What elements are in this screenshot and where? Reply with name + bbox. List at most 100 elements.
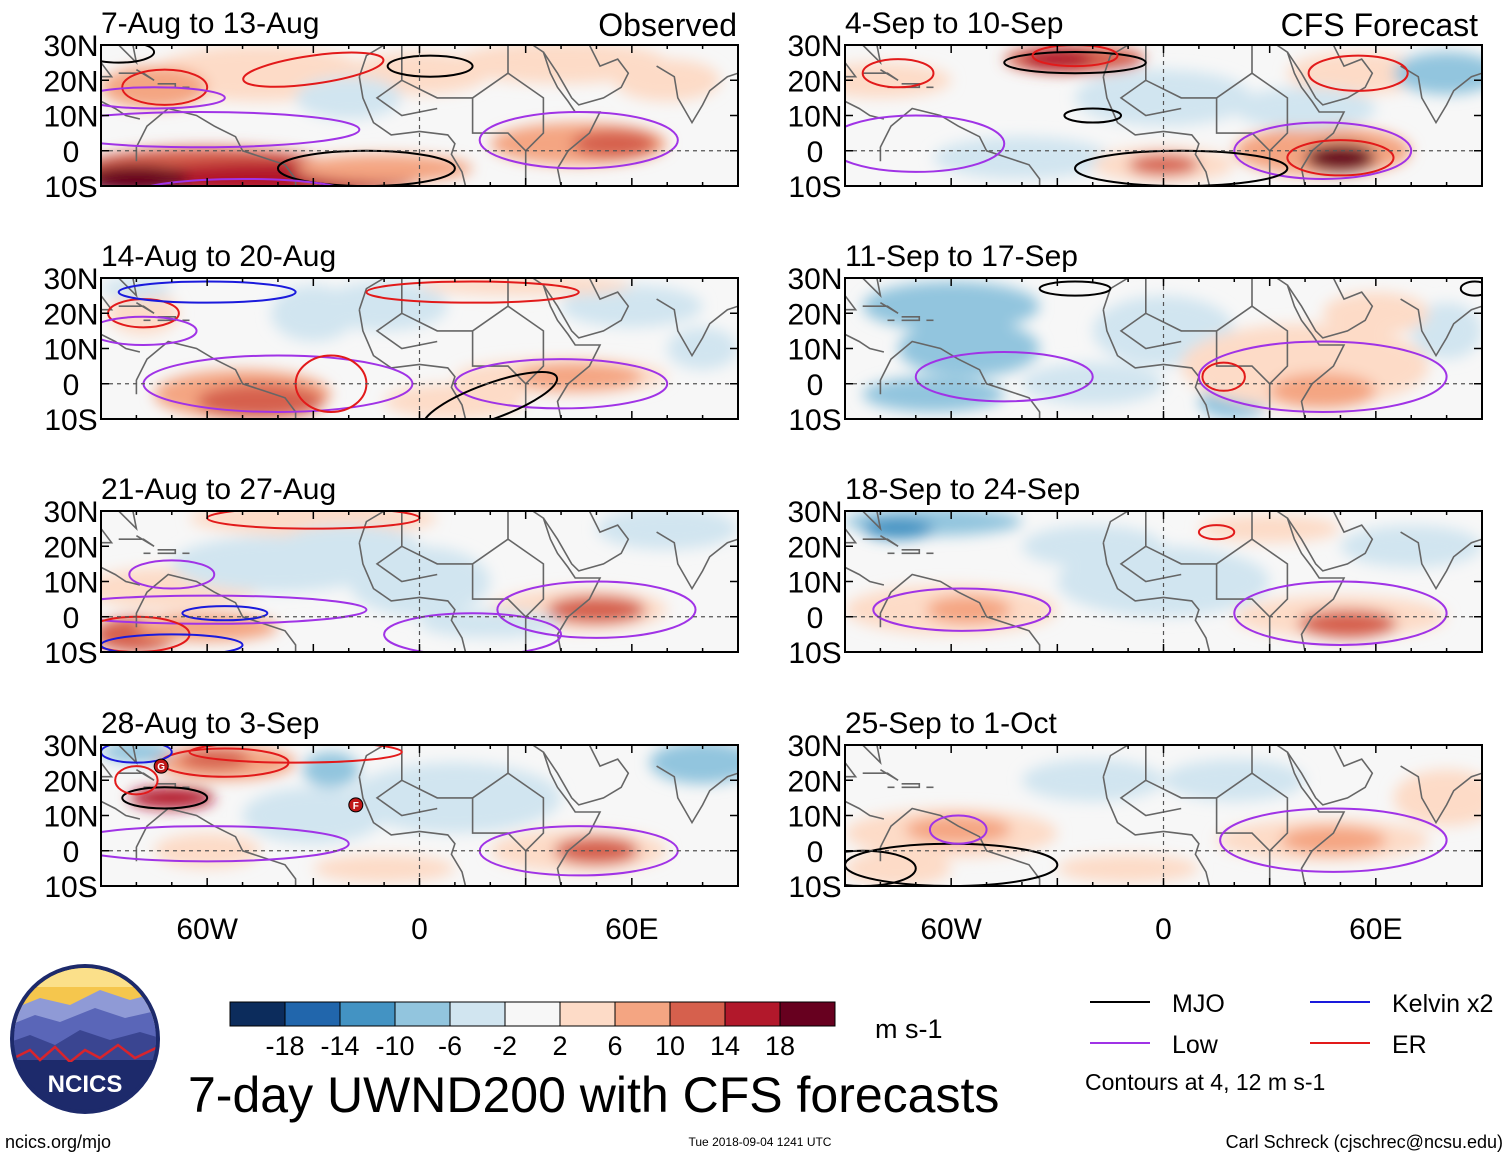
panel-title: 18-Sep to 24-Sep <box>845 473 1080 506</box>
coastline <box>454 45 456 46</box>
coastline <box>101 566 141 586</box>
colorbar-label: -18 <box>265 1031 304 1061</box>
wave-contour <box>1197 340 1448 413</box>
lat-tick-label: 0 <box>63 836 80 869</box>
wave-contour <box>121 786 209 810</box>
coastline <box>358 278 385 310</box>
wave-contour <box>1031 45 1119 68</box>
coastline <box>1102 745 1129 777</box>
coastline <box>1102 776 1211 886</box>
coastline <box>1319 418 1321 419</box>
lat-tick-label: 10N <box>787 567 842 600</box>
lat-tick-label: 10S <box>44 171 97 204</box>
anomaly-blob <box>905 815 1012 844</box>
anomaly-blob <box>1287 52 1429 95</box>
wave-contour <box>114 765 159 796</box>
anomaly-blob <box>108 292 179 335</box>
colorbar-swatch <box>449 1001 506 1027</box>
coastline <box>118 69 155 81</box>
anomaly-blob <box>1269 373 1376 409</box>
colorbar-label: 10 <box>655 1031 685 1061</box>
lat-tick-label: 30N <box>787 496 842 529</box>
wave-contour <box>121 68 209 106</box>
coastline <box>454 511 456 512</box>
coastline <box>358 542 467 652</box>
coastline <box>1251 772 1289 852</box>
anomaly-blob <box>129 787 215 809</box>
wave-contour <box>496 580 697 639</box>
coastline <box>135 807 297 886</box>
coastline <box>1400 531 1482 591</box>
coastlines <box>845 45 1482 186</box>
anomaly-blob <box>295 154 473 183</box>
coastline <box>135 573 297 652</box>
svg-text:G: G <box>157 762 165 773</box>
observed-header: Observed <box>598 7 737 43</box>
coastline <box>358 745 385 777</box>
wave-contour <box>242 51 385 88</box>
lat-tick-label: 0 <box>63 369 80 402</box>
panel-title: 14-Aug to 20-Aug <box>101 240 336 273</box>
coastline <box>542 511 630 572</box>
anomaly-blob <box>862 518 934 540</box>
legend: MJO Kelvin x2 Low ER Contours at 4, 12 m… <box>1085 990 1493 1095</box>
coastline <box>656 765 738 825</box>
storm-marker: G <box>153 758 169 774</box>
coastline <box>862 302 899 314</box>
wave-contour <box>386 54 474 78</box>
wave-contour <box>914 351 1094 403</box>
coastline <box>1276 511 1346 652</box>
coastline <box>1251 72 1289 152</box>
panel-title: 7-Aug to 13-Aug <box>101 7 319 40</box>
anomaly-blob <box>1393 52 1482 95</box>
coastlines <box>845 745 1482 886</box>
anomaly-blob <box>1297 609 1398 638</box>
anomaly-blob <box>1198 514 1341 543</box>
lat-tick-label: 10S <box>44 637 97 670</box>
lon-tick-label: 60W <box>920 913 982 946</box>
anomaly-blob <box>1322 292 1429 335</box>
lon-tick-label: 60W <box>176 913 238 946</box>
wave-contour <box>845 114 1006 173</box>
colorbar-swatch <box>504 1001 561 1027</box>
anomaly-blob <box>515 362 643 391</box>
coastline <box>1102 511 1129 543</box>
wave-contour <box>1003 51 1147 75</box>
coastline <box>400 511 509 565</box>
coastline <box>1319 185 1321 186</box>
coastline <box>542 745 630 806</box>
forecast-header: CFS Forecast <box>1281 7 1478 43</box>
coastline <box>1276 45 1346 186</box>
colorbar-swatch <box>284 1001 341 1027</box>
coastline <box>532 745 602 886</box>
coastline <box>1102 309 1211 419</box>
lat-tick-label: 10N <box>43 101 98 134</box>
coastline <box>575 885 577 886</box>
colorbar-swatch <box>394 1001 451 1027</box>
coastline <box>118 769 155 781</box>
coastline <box>1198 745 1200 746</box>
lat-tick-label: 20N <box>43 765 98 798</box>
panel-title: 25-Sep to 1-Oct <box>845 707 1057 740</box>
lat-tick-label: 10S <box>788 171 841 204</box>
lon-tick-label: 0 <box>411 913 428 946</box>
wave-contour <box>928 814 988 845</box>
coastline <box>1276 745 1346 886</box>
lat-tick-label: 30N <box>787 263 842 296</box>
coastline <box>118 302 155 314</box>
wave-contour <box>861 58 935 89</box>
anomaly-blob <box>571 129 657 158</box>
lat-tick-label: 0 <box>807 369 824 402</box>
coastline <box>135 340 297 419</box>
coastlines <box>845 278 1482 419</box>
wave-contour <box>1219 807 1448 873</box>
colorbar-swatch <box>339 1001 396 1027</box>
coastline <box>575 651 577 652</box>
coastline <box>1251 305 1289 385</box>
coastline <box>358 45 385 77</box>
coastline <box>656 298 738 358</box>
wave-contour <box>188 745 403 764</box>
